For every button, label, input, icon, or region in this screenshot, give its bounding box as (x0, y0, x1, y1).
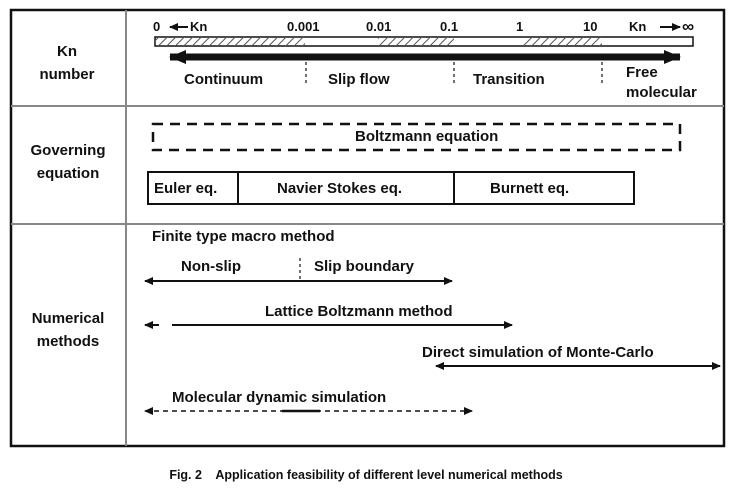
dsmc-label: Direct simulation of Monte-Carlo (422, 344, 654, 361)
regime-free: Free (626, 64, 658, 81)
gov-label-line2: equation (36, 165, 100, 183)
hatch-slip-transition (378, 37, 454, 46)
tick-1: 1 (516, 19, 524, 34)
kn-right-label: Kn (629, 19, 647, 34)
slip-boundary-label: Slip boundary (314, 258, 415, 275)
outer-frame (9, 8, 726, 448)
kn-label-line1: Kn (57, 43, 77, 60)
tick-10: 10 (583, 19, 598, 34)
regime-continuum: Continuum (184, 71, 264, 88)
hatch-transition-free (523, 37, 602, 46)
non-slip-label: Non-slip (181, 258, 241, 275)
equation-box-row (147, 171, 635, 205)
kn-left-label: Kn (190, 19, 208, 34)
regime-molecular: molecular (626, 84, 697, 101)
gov-label-line1: Governing (30, 142, 106, 159)
infinity-symbol: ∞ (682, 17, 695, 36)
num-label-line1: Numerical (31, 310, 105, 327)
tick-0.1: 0.1 (440, 19, 459, 34)
navier-stokes-eq-label: Navier Stokes eq. (277, 180, 403, 197)
boltzmann-equation-label: Boltzmann equation (355, 128, 499, 145)
euler-eq-label: Euler eq. (154, 180, 218, 197)
regime-slip-flow: Slip flow (328, 71, 390, 88)
kn-zero-label: 0 (153, 19, 161, 34)
md-label: Molecular dynamic simulation (172, 389, 387, 406)
lbm-label: Lattice Boltzmann method (265, 303, 453, 320)
num-label-line2: methods (36, 333, 100, 351)
tick-0.001: 0.001 (287, 19, 320, 34)
hatch-continuum-slip (155, 37, 305, 46)
tick-0.01: 0.01 (366, 19, 392, 34)
kn-number-label: Kn number (22, 40, 112, 87)
burnett-eq-label: Burnett eq. (490, 180, 570, 197)
boltzmann-box (151, 122, 682, 152)
figure-caption: Fig. 2 Application feasibility of differ… (169, 468, 563, 482)
regime-transition: Transition (473, 71, 545, 88)
governing-equation-label: Governing equation (14, 139, 122, 186)
kn-label-line2: number (39, 66, 95, 84)
numerical-methods-label: Numerical methods (14, 307, 122, 354)
finite-macro-label: Finite type macro method (152, 228, 335, 245)
